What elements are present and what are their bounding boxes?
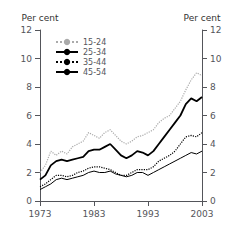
svg-text:2: 2 xyxy=(26,168,32,178)
svg-text:10: 10 xyxy=(210,54,222,64)
svg-text:0: 0 xyxy=(210,196,216,206)
svg-text:8: 8 xyxy=(26,82,32,92)
svg-text:35-44: 35-44 xyxy=(83,58,106,67)
svg-text:Per cent: Per cent xyxy=(22,13,59,23)
svg-text:45-54: 45-54 xyxy=(83,68,106,77)
svg-text:8: 8 xyxy=(210,82,216,92)
svg-text:0: 0 xyxy=(26,196,32,206)
svg-text:1993: 1993 xyxy=(137,209,160,219)
svg-text:10: 10 xyxy=(21,54,33,64)
svg-text:Per cent: Per cent xyxy=(184,13,221,23)
svg-text:12: 12 xyxy=(21,25,32,35)
svg-text:6: 6 xyxy=(210,111,216,121)
svg-text:25-34: 25-34 xyxy=(83,48,106,57)
svg-text:1973: 1973 xyxy=(29,209,52,219)
svg-text:4: 4 xyxy=(210,139,216,149)
svg-text:6: 6 xyxy=(26,111,32,121)
svg-text:15-24: 15-24 xyxy=(83,38,106,47)
svg-text:12: 12 xyxy=(210,25,221,35)
svg-text:2: 2 xyxy=(210,168,216,178)
svg-text:1983: 1983 xyxy=(83,209,106,219)
svg-text:2003: 2003 xyxy=(191,209,214,219)
svg-text:4: 4 xyxy=(26,139,32,149)
